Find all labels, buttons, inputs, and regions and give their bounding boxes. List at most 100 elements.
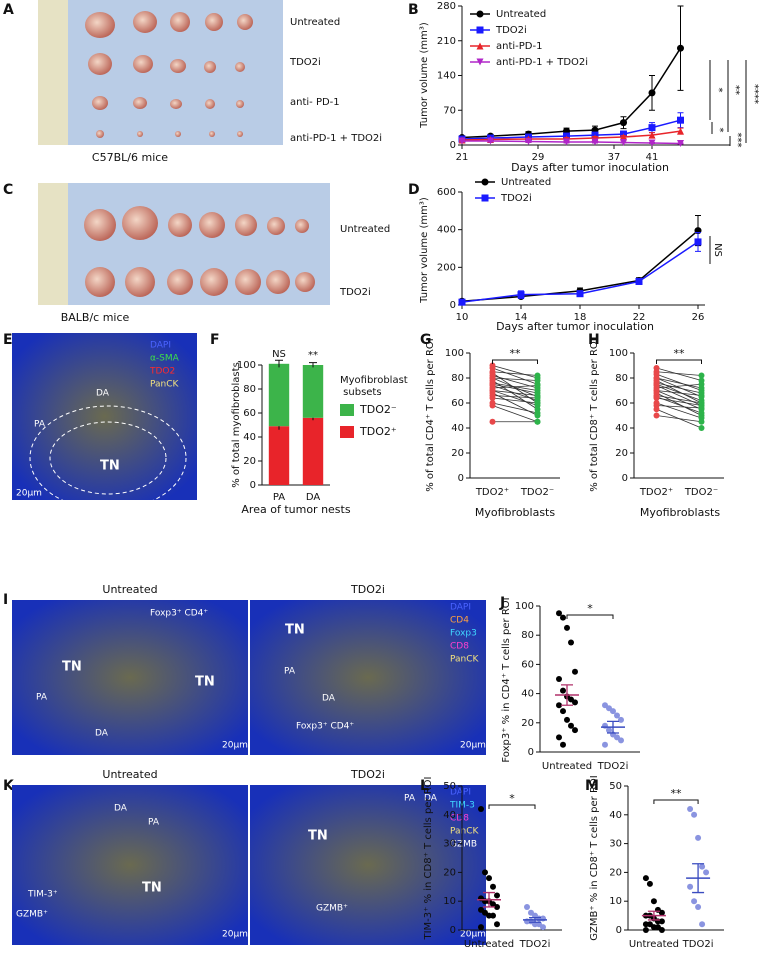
marker — [648, 139, 656, 147]
data-point — [482, 869, 488, 876]
legend-label: anti-PD-1 + TDO2i — [496, 57, 588, 68]
y-tick-label: 100 — [445, 348, 464, 359]
ruler — [38, 183, 68, 305]
pair-line — [656, 395, 702, 404]
ruler — [38, 0, 68, 145]
data-point — [695, 903, 702, 910]
nest-outline — [29, 405, 187, 511]
significance: ** — [671, 787, 683, 800]
pair-line — [492, 405, 538, 423]
image-title: Untreated — [102, 768, 157, 781]
marker — [576, 290, 584, 298]
pair-line — [492, 390, 538, 396]
x-tick-label: PA — [273, 492, 285, 503]
pair-line — [656, 415, 702, 423]
error-bar — [275, 359, 283, 368]
data-point — [556, 610, 562, 617]
data-point — [650, 898, 657, 905]
stain-label: DAPI — [450, 788, 471, 798]
group-label: Untreated — [340, 224, 390, 235]
sem-bar — [607, 720, 619, 734]
y-tick-label: 60 — [615, 398, 628, 409]
group-label: anti- PD-1 — [290, 97, 340, 108]
group-label: Untreated — [290, 17, 340, 28]
panel-letter: J — [499, 595, 505, 611]
x-tick-label: TDO2⁻ — [684, 487, 718, 498]
group-label: TDO2i — [289, 57, 321, 68]
data-point — [698, 372, 705, 379]
cell-label: GZMB⁺ — [316, 904, 348, 914]
y-tick-label: 50 — [609, 781, 622, 792]
y-tick-label: 80 — [521, 630, 534, 641]
pair-line — [656, 385, 702, 406]
legend-swatch — [340, 426, 354, 438]
panel-a: A Untreated TDO2i anti- PD-1 anti-PD-1 +… — [3, 0, 382, 164]
y-tick-label: 140 — [437, 71, 456, 82]
sem-bar — [483, 891, 495, 908]
marker — [525, 138, 532, 146]
pair-line — [656, 405, 702, 409]
scale-bar: 20μm — [222, 930, 248, 940]
panel-c: C Untreated TDO2i BALB/c mice — [3, 182, 390, 324]
scale-bar: 20μm — [460, 930, 486, 940]
stain-label: Foxp3 — [450, 629, 477, 639]
tumors — [85, 11, 253, 138]
marker — [635, 277, 643, 285]
scale-bar: 20μm — [222, 741, 248, 751]
pair-line — [492, 367, 538, 385]
region-label: DA — [95, 729, 109, 739]
pair-line — [492, 380, 538, 410]
marker — [517, 291, 525, 299]
marker — [677, 116, 684, 124]
data-point — [614, 712, 620, 719]
y-tick-label: 0 — [622, 473, 628, 484]
marker — [677, 140, 684, 148]
marker — [648, 124, 656, 132]
y-axis-label: Tumor volume (mm³) — [419, 197, 430, 304]
micrograph — [250, 600, 486, 755]
bar-segment — [302, 365, 324, 418]
legend-label: TDO2i — [500, 193, 532, 204]
significance: *** — [732, 133, 743, 148]
data-point — [494, 921, 500, 928]
pair-line — [656, 390, 702, 410]
series-line — [461, 47, 682, 139]
caption: BALB/c mice — [61, 311, 130, 324]
x-axis-label: Days after tumor inoculation — [496, 320, 654, 333]
data-point — [494, 903, 500, 910]
cell-label: Foxp3⁺ CD4⁺ — [296, 722, 354, 732]
series-line — [461, 130, 681, 141]
data-point — [560, 687, 566, 694]
pair-line — [492, 395, 538, 399]
x-tick-label: Untreated — [464, 939, 514, 950]
region-label: PA — [36, 693, 48, 703]
pair-line — [492, 377, 538, 398]
y-tick-label: 30 — [609, 839, 622, 850]
data-point — [478, 924, 484, 931]
pair-line — [492, 377, 538, 381]
significance: ** — [730, 85, 741, 95]
sem-bar — [692, 863, 705, 894]
significance: ** — [308, 350, 318, 361]
region-label: TN — [308, 829, 328, 844]
bar-segment — [302, 417, 324, 485]
data-point — [556, 734, 562, 741]
pair-line — [656, 377, 702, 389]
legend-label: Untreated — [496, 9, 546, 20]
data-point — [534, 400, 541, 406]
legend-marker — [476, 58, 484, 66]
legend-marker — [476, 10, 484, 18]
stain-label: TDO2 — [149, 367, 175, 377]
legend-marker — [481, 178, 489, 186]
data-point — [642, 927, 649, 933]
group-label: anti-PD-1 + TDO2i — [290, 133, 382, 144]
x-tick-label: 10 — [456, 312, 469, 323]
data-point — [556, 702, 562, 709]
pair-line — [656, 367, 702, 381]
micrograph — [12, 333, 197, 500]
data-point — [602, 741, 608, 748]
pair-line — [656, 402, 702, 419]
x-axis-label: Myofibroblasts — [475, 506, 555, 519]
